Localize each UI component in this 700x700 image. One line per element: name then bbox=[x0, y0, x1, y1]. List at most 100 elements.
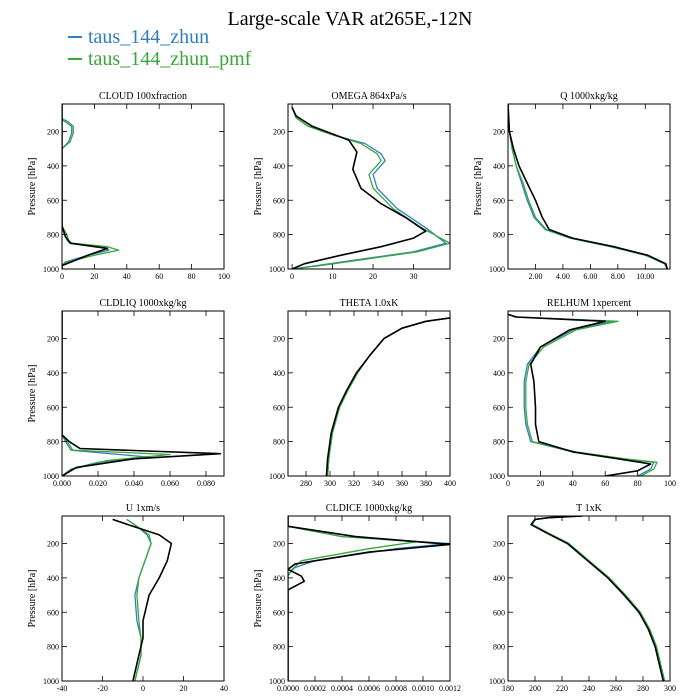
y-tick-label: 200 bbox=[273, 335, 285, 344]
subplot-title: CLDICE 1000xkg/kg bbox=[326, 503, 412, 514]
subplot-title: U 1xm/s bbox=[126, 503, 160, 514]
x-tick-label: 0 bbox=[290, 272, 294, 281]
y-axis-label: Pressure [hPa] bbox=[27, 157, 38, 215]
y-tick-label: 600 bbox=[47, 608, 59, 617]
y-tick-label: 800 bbox=[47, 438, 59, 447]
series-group bbox=[325, 317, 450, 476]
plot-frame bbox=[287, 515, 451, 682]
series-line bbox=[531, 516, 666, 681]
y-tick-label: 600 bbox=[493, 196, 505, 205]
plot-frame bbox=[61, 103, 225, 270]
x-tick-label: 0.080 bbox=[197, 479, 215, 488]
y-tick-label: 800 bbox=[273, 231, 285, 240]
y-tick-label: 400 bbox=[493, 162, 505, 171]
x-tick-label: 280 bbox=[300, 479, 312, 488]
series-group bbox=[508, 313, 658, 476]
x-tick-label: 220 bbox=[556, 684, 568, 693]
series-line bbox=[531, 516, 666, 681]
x-tick-label: 180 bbox=[502, 684, 514, 693]
plot-frame bbox=[61, 515, 225, 682]
subplot-title: CLDLIQ 1000xkg/kg bbox=[100, 298, 187, 309]
y-tick-label: 200 bbox=[47, 128, 59, 137]
y-tick-label: 800 bbox=[273, 643, 285, 652]
x-tick-label: 340 bbox=[372, 479, 384, 488]
series-line bbox=[288, 516, 450, 681]
x-tick-label: 0 bbox=[60, 272, 64, 281]
series-line bbox=[62, 104, 109, 269]
x-tick-label: 0.0002 bbox=[304, 684, 326, 693]
series-group bbox=[508, 104, 669, 269]
y-tick-label: 200 bbox=[273, 128, 285, 137]
series-group bbox=[530, 516, 666, 681]
legend-swatch-icon bbox=[68, 36, 82, 38]
y-tick-label: 1000 bbox=[269, 677, 285, 686]
x-tick-label: 100 bbox=[218, 272, 230, 281]
x-tick-label: 100 bbox=[664, 479, 676, 488]
y-axis-label: Pressure [hPa] bbox=[473, 157, 484, 215]
legend: taus_144_zhun taus_144_zhun_pmf bbox=[68, 26, 251, 70]
x-tick-label: 8.00 bbox=[611, 272, 625, 281]
legend-label: taus_144_zhun bbox=[88, 25, 210, 48]
subplot: 200 400 600 800 1000 0 10 20 30 OMEGA 864xPa/s Pre… bbox=[253, 91, 451, 281]
x-tick-label: 240 bbox=[583, 684, 595, 693]
plot-frame bbox=[507, 310, 671, 477]
y-tick-label: 1000 bbox=[269, 265, 285, 274]
x-tick-label: 10.00 bbox=[636, 272, 654, 281]
y-tick-label: 400 bbox=[273, 574, 285, 583]
y-tick-label: 800 bbox=[493, 438, 505, 447]
y-axis-label: Pressure [hPa] bbox=[253, 157, 264, 215]
x-tick-label: 360 bbox=[396, 479, 408, 488]
plot-frame bbox=[507, 515, 671, 682]
series-line bbox=[508, 104, 668, 269]
y-tick-label: 800 bbox=[273, 438, 285, 447]
x-tick-label: 0 bbox=[141, 684, 145, 693]
subplot-title: Q 1000xkg/kg bbox=[560, 91, 618, 102]
subplot-title: RELHUM 1xpercent bbox=[547, 298, 631, 309]
y-tick-label: 800 bbox=[493, 231, 505, 240]
y-tick-label: 200 bbox=[493, 128, 505, 137]
x-tick-label: 4.00 bbox=[556, 272, 570, 281]
y-tick-label: 600 bbox=[47, 403, 59, 412]
plot-frame bbox=[61, 310, 225, 477]
plot-frame bbox=[507, 103, 671, 270]
x-tick-label: 400 bbox=[444, 479, 456, 488]
x-tick-label: 0.060 bbox=[161, 479, 179, 488]
x-tick-label: 10 bbox=[329, 272, 337, 281]
series-line bbox=[508, 313, 658, 476]
series-line bbox=[291, 107, 427, 269]
x-tick-label: 0.020 bbox=[89, 479, 107, 488]
y-tick-label: 400 bbox=[273, 162, 285, 171]
y-tick-label: 1000 bbox=[43, 265, 59, 274]
y-tick-label: 200 bbox=[47, 335, 59, 344]
y-tick-label: 600 bbox=[273, 608, 285, 617]
x-tick-label: 300 bbox=[324, 479, 336, 488]
series-line bbox=[530, 516, 665, 681]
x-tick-label: 20 bbox=[90, 272, 98, 281]
y-tick-label: 400 bbox=[493, 574, 505, 583]
x-tick-label: 0.0010 bbox=[412, 684, 434, 693]
series-line bbox=[508, 104, 668, 269]
y-tick-label: 800 bbox=[47, 231, 59, 240]
series-line bbox=[291, 107, 447, 269]
y-tick-label: 200 bbox=[273, 540, 285, 549]
y-tick-label: 400 bbox=[47, 369, 59, 378]
y-tick-label: 800 bbox=[493, 643, 505, 652]
y-tick-label: 600 bbox=[493, 403, 505, 412]
subplot: 200 400 600 800 1000 280 300 320 340 360 380 400 THE… bbox=[269, 298, 456, 488]
x-tick-label: 320 bbox=[348, 479, 360, 488]
y-tick-label: 600 bbox=[493, 608, 505, 617]
x-tick-label: 6.00 bbox=[583, 272, 597, 281]
x-tick-label: 0.040 bbox=[125, 479, 143, 488]
series-line bbox=[508, 313, 652, 476]
series-group bbox=[62, 104, 120, 269]
y-tick-label: 1000 bbox=[489, 472, 505, 481]
series-group bbox=[291, 107, 450, 269]
y-tick-label: 400 bbox=[47, 162, 59, 171]
series-line bbox=[325, 317, 450, 476]
subplot-title: T 1xK bbox=[576, 503, 602, 514]
